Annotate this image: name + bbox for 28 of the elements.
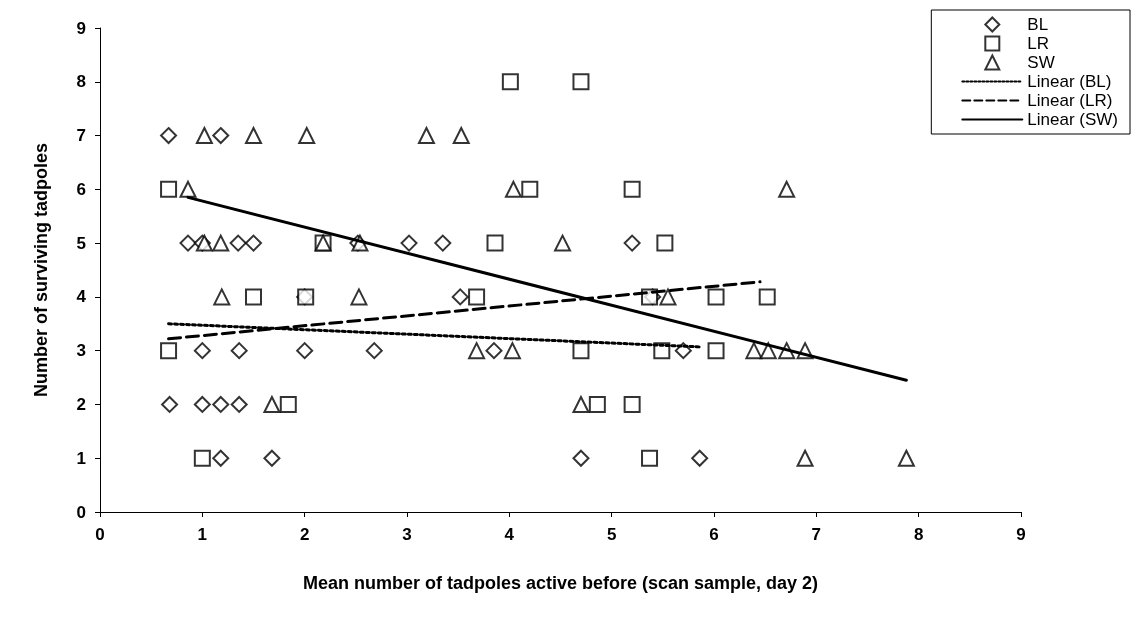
y-tick-label: 3 xyxy=(76,341,86,361)
x-axis-title: Mean number of tadpoles active before (scan sample, day 2) xyxy=(302,573,819,593)
y-tick-label: 1 xyxy=(76,448,86,468)
x-tick-label: 3 xyxy=(402,525,412,544)
x-tick-label: 2 xyxy=(299,525,310,544)
x-tick-label: 0 xyxy=(95,525,105,544)
y-tick-label: 0 xyxy=(76,502,86,522)
y-tick-label: 6 xyxy=(76,179,86,199)
x-tick-label: 7 xyxy=(811,525,822,544)
y-tick-label: 2 xyxy=(76,394,86,414)
legend-label: Linear (SW) xyxy=(1027,110,1118,129)
y-tick-label: 9 xyxy=(76,18,86,38)
x-tick-label: 5 xyxy=(606,525,617,544)
x-tick-label: 9 xyxy=(1016,525,1026,544)
x-tick-label: 8 xyxy=(913,525,924,544)
legend-label: LR xyxy=(1027,34,1050,53)
legend-label: Linear (BL) xyxy=(1027,72,1112,91)
y-tick-label: 5 xyxy=(76,233,86,253)
legend-label: BL xyxy=(1027,15,1049,34)
y-tick-label: 4 xyxy=(76,287,87,307)
y-axis-title: Number of surviving tadpoles xyxy=(31,142,51,398)
legend-label: SW xyxy=(1027,53,1055,72)
y-tick-label: 7 xyxy=(76,126,86,146)
x-tick-label: 6 xyxy=(709,525,719,544)
x-tick-label: 4 xyxy=(504,525,515,544)
x-tick-label: 1 xyxy=(197,525,208,544)
legend-label: Linear (LR) xyxy=(1027,91,1113,110)
y-tick-label: 8 xyxy=(76,72,86,92)
